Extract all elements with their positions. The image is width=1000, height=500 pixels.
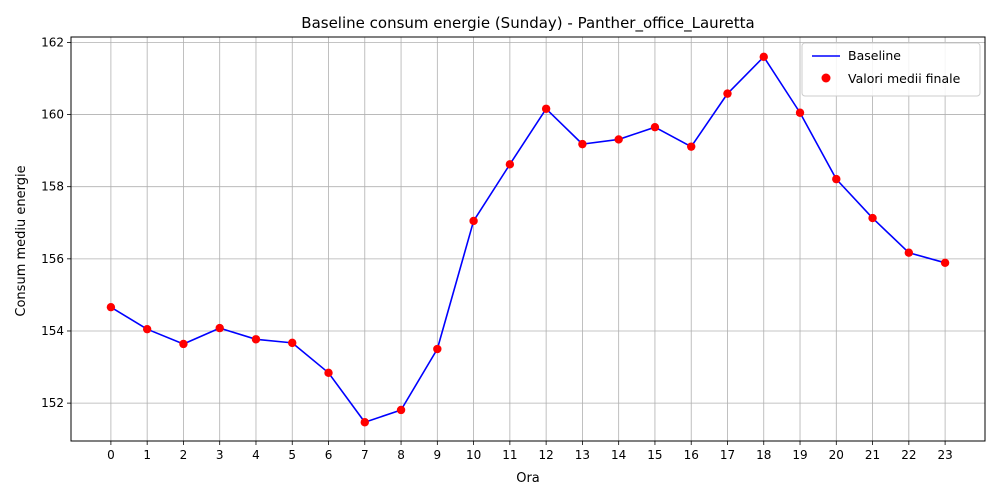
y-tick-label: 158 [41, 180, 64, 194]
x-tick-label: 7 [361, 448, 369, 462]
valori-medii-finale-point [650, 122, 660, 132]
legend-label-valori-medii-finale: Valori medii finale [848, 71, 961, 86]
chart-title: Baseline consum energie (Sunday) - Panth… [301, 14, 754, 33]
baseline-line [110, 56, 946, 424]
valori-medii-finale-point [904, 248, 914, 257]
x-tick-label: 9 [434, 448, 442, 462]
legend-box [801, 42, 981, 97]
x-tick-label: 6 [325, 448, 333, 462]
valori-medii-finale-point [541, 104, 551, 113]
valori-medii-finale-point [614, 135, 623, 144]
valori-medii-finale-point [251, 335, 261, 344]
x-tick-label: 13 [575, 448, 590, 462]
valori-medii-finale-point [687, 142, 696, 151]
valori-medii-finale-point [142, 324, 152, 334]
valori-medii-finale-point [433, 344, 442, 354]
series-layer [106, 52, 950, 427]
x-tick-label: 18 [756, 448, 771, 462]
x-tick-label: 1 [143, 448, 151, 462]
x-tick-label: 11 [502, 448, 517, 462]
y-axis: 152 154 156 158 160 162 [41, 35, 71, 410]
x-tick-label: 4 [252, 448, 260, 462]
valori-medii-finale-point [578, 139, 587, 149]
valori-medii-finale-point [868, 213, 877, 223]
x-tick-label: 22 [901, 448, 916, 462]
y-axis-label: Consum mediu energie [14, 165, 29, 316]
x-axis: 0 1 2 3 4 5 6 7 8 9 10 11 12 13 14 15 16 17 18 19 20 21 22 23 [107, 441, 953, 462]
valori-medii-finale-point [288, 338, 297, 348]
valori-medii-finale-point [215, 323, 224, 333]
legend-dot-swatch [821, 73, 831, 83]
valori-medii-finale-point [940, 258, 950, 268]
x-tick-label: 20 [829, 448, 844, 462]
valori-medii-finale-point [360, 418, 369, 427]
x-tick-label: 10 [466, 448, 481, 462]
x-tick-label: 2 [180, 448, 188, 462]
x-tick-label: 14 [611, 448, 626, 462]
y-tick-label: 152 [41, 396, 64, 410]
valori-medii-finale-point [106, 302, 116, 312]
x-tick-label: 0 [107, 448, 115, 462]
y-tick-label: 160 [41, 108, 64, 122]
x-tick-label: 5 [288, 448, 296, 462]
x-tick-label: 23 [937, 448, 952, 462]
y-tick-label: 156 [41, 252, 64, 266]
y-tick-label: 154 [41, 324, 64, 338]
valori-medii-finale-point [759, 52, 768, 62]
x-tick-label: 15 [647, 448, 662, 462]
valori-medii-finale-point [505, 160, 515, 169]
x-axis-label: Ora [516, 471, 540, 486]
plot-frame [70, 36, 986, 442]
x-tick-label: 3 [216, 448, 224, 462]
valori-medii-finale-point [324, 368, 333, 378]
valori-medii-finale-point [832, 174, 841, 184]
valori-medii-finale-point [795, 108, 805, 117]
x-tick-label: 12 [538, 448, 553, 462]
x-tick-label: 17 [720, 448, 735, 462]
grid [71, 37, 985, 441]
legend: Baseline Valori medii finale [801, 42, 981, 97]
valori-medii-finale-point [396, 405, 406, 415]
y-tick-label: 162 [41, 35, 64, 49]
x-tick-label: 21 [865, 448, 880, 462]
valori-medii-finale-point [723, 89, 732, 98]
x-tick-label: 19 [792, 448, 807, 462]
x-tick-label: 8 [397, 448, 405, 462]
valori-medii-finale-point [179, 339, 188, 349]
valori-medii-finale-point [469, 216, 478, 226]
legend-label-baseline: Baseline [848, 48, 901, 63]
x-tick-label: 16 [684, 448, 699, 462]
